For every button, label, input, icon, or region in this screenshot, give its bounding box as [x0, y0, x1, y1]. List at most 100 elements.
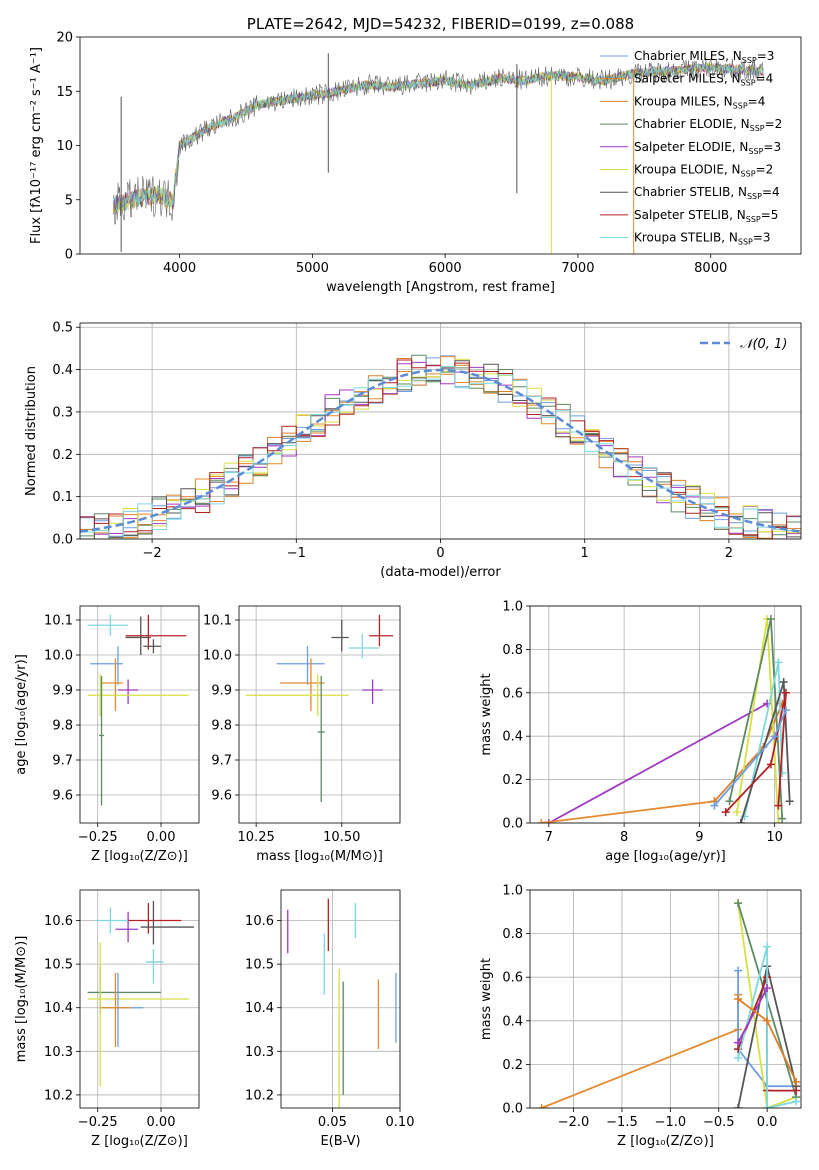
x-tick-label: −1.5 [606, 1115, 638, 1130]
x-tick-label: 0 [436, 546, 444, 561]
y-tick-label: 15 [56, 85, 73, 100]
x-tick-label: 8 [620, 830, 628, 845]
mass-weight-marker [734, 995, 743, 1003]
weight_vs_age-axes: 7 8 9 10 0.0 0.2 0.4 0.6 0.8 1.0 age [log₁₀(age/yr… [479, 600, 802, 864]
errorbar-point [100, 658, 124, 711]
mass-weight-marker [734, 1053, 743, 1062]
y-tick-label: 0.4 [52, 363, 73, 378]
legend-entry: Kroupa STELIB, NSSP=3 [634, 231, 771, 247]
x-axis-label: age [log₁₀(age/yr)] [605, 849, 726, 864]
x-tick-label: −0.25 [78, 1115, 118, 1130]
legend-value: =3 [763, 140, 781, 154]
y-tick-label: 1.0 [502, 600, 523, 615]
mass-weight-marker [770, 732, 779, 741]
x-tick-label: 10 [766, 830, 783, 845]
chart-title: PLATE=2642, MJD=54232, FIBERID=0199, z=0… [247, 15, 634, 33]
spectrum-axes: 4000 5000 6000 7000 8000 0 5 10 15 20 wavelength [… [29, 15, 802, 295]
y-axis-label: mass [log₁₀(M/M⊙)] [14, 936, 29, 1063]
x-tick-label: 1 [581, 546, 589, 561]
mass_vs_Z-plot-area [87, 900, 194, 1087]
mass-weight-line [541, 994, 739, 1108]
mass-weight-marker [763, 1016, 772, 1025]
legend-entry: Chabrier ELODIE, NSSP=2 [634, 117, 782, 133]
y-tick-label: 0.8 [502, 643, 523, 658]
y-tick-label: 0.6 [502, 971, 523, 986]
errorbar-point [331, 620, 349, 652]
errorbar-point [317, 676, 325, 802]
mass-weight-marker [734, 899, 743, 908]
mass-weight-line [737, 946, 797, 1108]
legend-entry: Salpeter MILES, NSSP=4 [634, 72, 773, 88]
y-tick-label: 10.6 [245, 914, 274, 929]
errorbar-point [362, 679, 383, 704]
mass-weight-line [737, 987, 768, 1044]
mass-weight-marker [778, 814, 787, 823]
gaussian-reference-curve [80, 368, 801, 533]
x-tick-label: 0.05 [318, 1115, 347, 1130]
y-tick-label: 10 [56, 139, 73, 154]
y-tick-label: 10.4 [44, 1001, 73, 1016]
subscript: SSP [733, 101, 748, 110]
mass-weight-marker [763, 984, 772, 993]
x-tick-label: 10.50 [323, 830, 360, 845]
x-tick-label: 7 [545, 830, 553, 845]
y-tick-label: 9.7 [52, 754, 73, 769]
mass-weight-marker [734, 966, 743, 975]
x-tick-label: −0.5 [703, 1115, 735, 1130]
y-tick-label: 9.8 [211, 719, 232, 734]
legend-value: =5 [761, 208, 779, 222]
y-tick-label: 0.2 [502, 773, 523, 788]
mass-weight-marker [774, 801, 783, 810]
axes-frame [79, 889, 200, 1109]
subscript: SSP [746, 215, 761, 224]
legend-value: =2 [765, 117, 783, 131]
errorbar-point [143, 639, 162, 654]
x-tick-label: 10.25 [238, 830, 275, 845]
axes-frame [79, 36, 802, 255]
y-axis-label: Normed distribution [24, 366, 39, 496]
mass-weight-marker [774, 658, 783, 667]
mass-weight-marker [725, 797, 734, 806]
x-axis-label: Z [log₁₀(Z/Z⊙)] [91, 849, 188, 864]
y-tick-label: 0.2 [52, 448, 73, 463]
y-tick-label: 0.3 [52, 405, 73, 420]
y-tick-label: 0.4 [502, 730, 523, 745]
age_vs_mass-axes: 10.25 10.50 9.6 9.7 9.8 9.9 10.0 10.1 mass [log₁… [203, 605, 401, 864]
x-tick-label: −2 [143, 546, 162, 561]
x-tick-label: −0.25 [78, 830, 118, 845]
legend-value: =4 [756, 72, 774, 86]
mass-weight-line [737, 902, 797, 1108]
legend-value: =3 [753, 231, 771, 245]
x-axis-label: Z [log₁₀(Z/Z⊙)] [91, 1134, 188, 1149]
subscript: SSP [741, 170, 756, 179]
mass-weight-marker [763, 1104, 772, 1108]
errorbar-point [87, 674, 189, 717]
axes-frame [79, 605, 200, 824]
errorbar-point [102, 972, 144, 1047]
mass-weight-marker [537, 1104, 546, 1108]
subscript: SSP [741, 79, 756, 88]
mass-weight-marker [779, 677, 788, 686]
mass-weight-marker [781, 706, 790, 715]
y-tick-label: 0.2 [502, 1058, 523, 1073]
axes-frame [79, 322, 802, 540]
y-tick-label: 9.6 [211, 789, 232, 804]
errorbar-point [125, 614, 187, 650]
mass-weight-marker [792, 1077, 801, 1086]
y-tick-label: 9.7 [211, 754, 232, 769]
x-tick-label: 4000 [163, 261, 196, 276]
mass-weight-marker [763, 942, 772, 951]
x-tick-label: −1.0 [655, 1115, 687, 1130]
errorbar-point [348, 634, 380, 659]
errorbar-point [140, 900, 194, 945]
mass-weight-marker [792, 1097, 801, 1106]
weight_vs_Z-axes: −2.0 −1.5 −1.0 −0.5 0.0 0.0 0.2 0.4 0.6 0.8 1.0 Z [… [479, 884, 802, 1149]
axes-frame [238, 605, 401, 824]
errorbar-point [90, 646, 124, 685]
histogram-series [80, 359, 801, 539]
y-tick-label: 0.0 [502, 817, 523, 832]
axes-frame [529, 889, 802, 1109]
mass-weight-marker [537, 819, 546, 823]
x-tick-label: 7000 [561, 261, 594, 276]
x-axis-label: E(B-V) [320, 1134, 360, 1149]
